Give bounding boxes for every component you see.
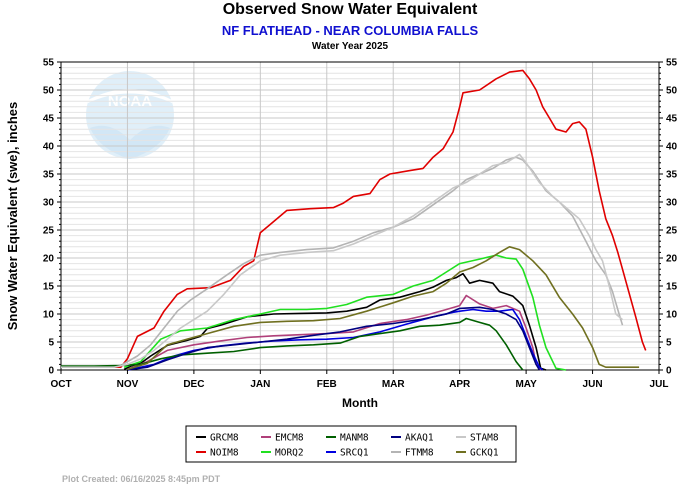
y-tick-label-left: 30 [43, 198, 55, 209]
chart-grid [61, 62, 659, 370]
y-tick-label-left: 15 [43, 282, 55, 293]
legend-label-akaq1: AKAQ1 [405, 433, 434, 444]
y-tick-label-left: 55 [43, 58, 55, 69]
y-tick-label-right: 15 [666, 282, 678, 293]
legend-label-manm8: MANM8 [340, 433, 369, 444]
legend-label-srcq1: SRCQ1 [340, 448, 369, 459]
series-line-noim8 [61, 69, 647, 368]
y-tick-label-left: 45 [43, 114, 55, 125]
x-tick-label: JAN [250, 379, 270, 390]
x-tick-label: MAY [515, 379, 537, 390]
y-tick-label-right: 10 [666, 310, 678, 321]
x-tick-label: OCT [50, 379, 71, 390]
x-tick-label: MAR [382, 379, 406, 390]
plot-area [60, 61, 660, 371]
y-tick-label-right: 35 [666, 170, 678, 181]
series-layer [61, 69, 647, 371]
series-line-gckq1 [127, 246, 640, 371]
water-year-label: Water Year 2025 [311, 41, 389, 52]
series-line-akaq1 [127, 306, 541, 371]
y-tick-label-left: 35 [43, 170, 55, 181]
series-line-manm8 [61, 317, 524, 371]
x-tick-label: JUL [650, 379, 669, 390]
series-line-grcm8 [123, 272, 547, 371]
series-line-emcm8 [127, 294, 542, 371]
legend: GRCM8 EMCM8 MANM8 AKAQ1 STAM8 NOIM8 MORQ2 SRCQ1… [185, 425, 517, 463]
series-line-stam8 [61, 153, 624, 368]
y-tick-label-left: 10 [43, 310, 55, 321]
legend-label-emcm8: EMCM8 [275, 433, 304, 444]
chart-title: Observed Snow Water Equivalent [222, 1, 478, 18]
y-tick-label-left: 20 [43, 254, 55, 265]
legend-box [185, 425, 517, 463]
plot-created-note: Plot Created: 06/16/2025 8:45pm PDT [62, 474, 221, 484]
series-line-morq2 [123, 254, 567, 371]
y-tick-label-left: 50 [43, 86, 55, 97]
y-tick-label-left: 40 [43, 142, 55, 153]
y-tick-label-right: 55 [666, 58, 678, 69]
series-line-ftmm8 [61, 156, 624, 368]
chart-subtitle: NF FLATHEAD - NEAR COLUMBIA FALLS [221, 23, 479, 38]
y-tick-label-right: 20 [666, 254, 678, 265]
legend-label-gckq1: GCKQ1 [470, 448, 499, 459]
x-tick-label: FEB [317, 379, 337, 390]
legend-label-grcm8: GRCM8 [210, 433, 239, 444]
y-tick-label-right: 45 [666, 114, 678, 125]
x-tick-label: APR [449, 379, 471, 390]
legend-label-noim8: NOIM8 [210, 448, 239, 459]
legend-label-stam8: STAM8 [470, 433, 499, 444]
y-tick-label-right: 25 [666, 226, 678, 237]
y-tick-label-left: 5 [48, 338, 54, 349]
legend-label-morq2: MORQ2 [275, 448, 304, 459]
y-tick-label-left: 25 [43, 226, 55, 237]
y-tick-label-left: 0 [48, 366, 54, 377]
y-tick-label-right: 5 [666, 338, 672, 349]
noaa-logo: NOAA [86, 71, 174, 159]
y-tick-label-right: 0 [666, 366, 672, 377]
x-tick-label: JUN [583, 379, 603, 390]
legend-label-ftmm8: FTMM8 [405, 448, 434, 459]
y-tick-label-right: 30 [666, 198, 678, 209]
y-tick-label-right: 40 [666, 142, 678, 153]
y-tick-label-right: 50 [666, 86, 678, 97]
x-tick-label: DEC [183, 379, 204, 390]
y-axis-label: Snow Water Equivalent (swe), inches [5, 102, 20, 331]
x-axis-label: Month [342, 396, 378, 410]
x-tick-label: NOV [117, 379, 139, 390]
